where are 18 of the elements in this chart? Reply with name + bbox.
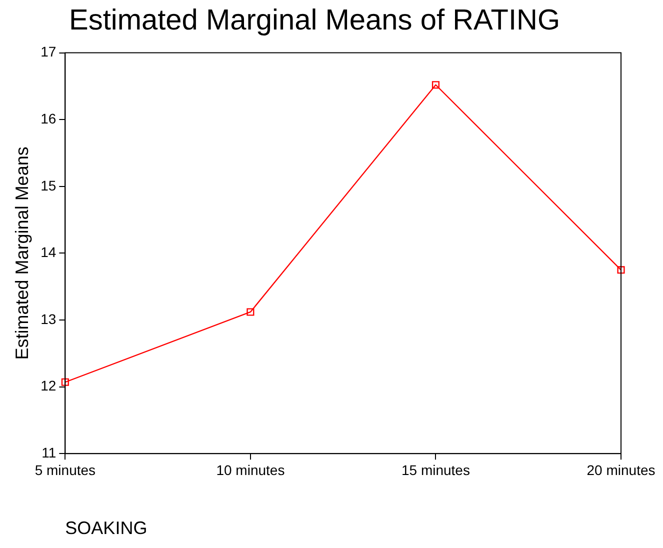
- x-tick-label: 5 minutes: [34, 462, 96, 478]
- y-axis-title: Estimated Marginal Means: [12, 146, 32, 360]
- y-tick-label: 12: [40, 378, 56, 394]
- chart-title: Estimated Marginal Means of RATING: [68, 4, 560, 36]
- y-tick-label: 17: [40, 44, 56, 60]
- x-tick-label: 15 minutes: [401, 462, 470, 478]
- y-tick-label: 13: [40, 310, 56, 327]
- point: [61, 378, 69, 386]
- x-tick-label: 20 minutes: [586, 462, 656, 478]
- x-tick-label: 10 minutes: [216, 462, 285, 478]
- y-tick-label: 15: [40, 177, 56, 194]
- point: [246, 308, 254, 316]
- y-tick-label: 16: [40, 110, 56, 126]
- point: [432, 81, 440, 89]
- y-tick-label: 11: [42, 444, 56, 460]
- y-tick-label: 14: [40, 244, 56, 260]
- point: [617, 266, 625, 274]
- x-axis-title: SOAKING: [65, 518, 148, 538]
